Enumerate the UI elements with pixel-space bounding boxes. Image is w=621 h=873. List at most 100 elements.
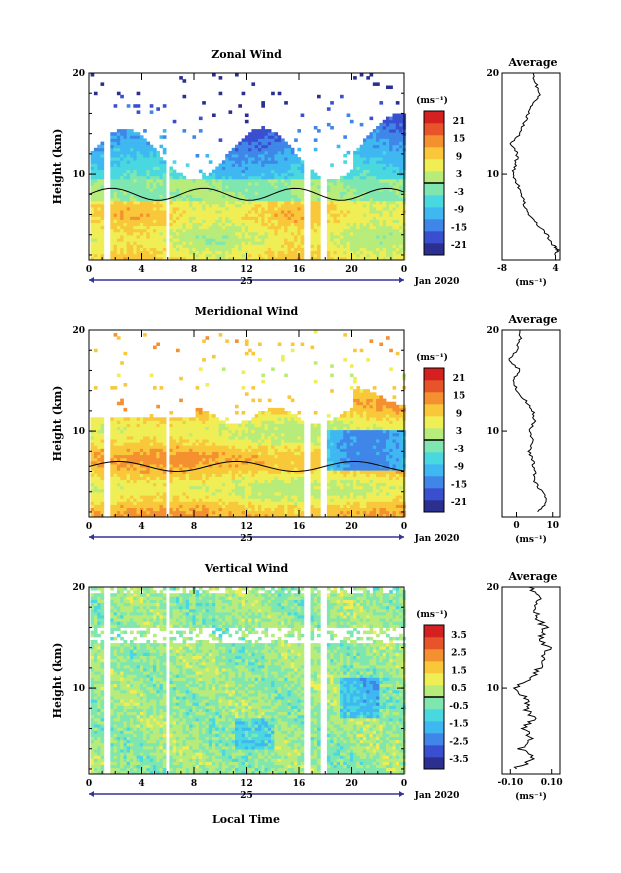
heatmap-cell — [176, 492, 180, 496]
heatmap-cell — [116, 492, 121, 496]
heatmap-cell — [113, 436, 118, 440]
heatmap-cell — [130, 442, 134, 446]
heatmap-cell — [310, 250, 315, 255]
heatmap-cell — [225, 485, 229, 490]
heatmap-cell — [228, 157, 233, 161]
heatmap-cell — [133, 429, 137, 434]
heatmap-cell — [300, 191, 305, 195]
heatmap-cell — [162, 482, 167, 487]
heatmap-cell — [264, 191, 269, 195]
heatmap-cell — [284, 225, 288, 230]
heatmap-cell — [123, 442, 128, 446]
heatmap-cell — [353, 191, 357, 195]
heatmap-cell — [100, 172, 105, 177]
heatmap-cell — [162, 423, 167, 428]
heatmap-cell — [100, 507, 105, 512]
heatmap-cell — [110, 231, 114, 236]
heatmap-cell — [126, 231, 131, 236]
heatmap-cell — [113, 247, 118, 252]
heatmap-cell — [195, 225, 200, 230]
heatmap-cell — [392, 169, 397, 174]
heatmap-cell — [176, 219, 180, 224]
heatmap-cell — [343, 250, 347, 255]
heatmap-cell — [392, 210, 397, 214]
heatmap-cell — [156, 219, 160, 224]
heatmap-cell — [356, 169, 361, 174]
heatmap-cell — [238, 150, 242, 155]
heatmap-cell — [110, 225, 114, 230]
heatmap-cell — [353, 203, 357, 208]
heatmap-cell — [336, 238, 341, 242]
heatmap-cell — [392, 116, 397, 121]
heatmap-cell — [90, 451, 95, 456]
heatmap-cell — [379, 253, 384, 258]
heatmap-cell — [369, 250, 374, 255]
heatmap-cell — [363, 216, 367, 220]
heatmap-cell — [343, 244, 347, 248]
heatmap-cell — [205, 501, 210, 505]
heatmap-cell — [123, 488, 128, 493]
heatmap-cell — [185, 256, 190, 261]
heatmap-cell — [369, 228, 374, 233]
heatmap-cell — [297, 182, 302, 186]
heatmap-cell — [372, 175, 377, 180]
heatmap-cell — [195, 417, 200, 421]
heatmap-cell — [97, 448, 101, 452]
heatmap-cell — [202, 476, 206, 481]
heatmap-cell — [153, 439, 157, 443]
heatmap-cell — [159, 144, 164, 149]
heatmap-cell — [386, 216, 390, 220]
heatmap-cell — [176, 479, 180, 484]
heatmap-cell — [143, 476, 147, 481]
heatmap-cell — [185, 216, 190, 220]
heatmap — [90, 330, 407, 518]
heatmap-cell — [399, 122, 403, 127]
heatmap-cell — [399, 222, 403, 227]
heatmap-cell — [208, 216, 213, 220]
heatmap-cell — [169, 222, 174, 227]
heatmap-cell — [153, 154, 157, 158]
heatmap-cell — [182, 203, 187, 208]
heatmap-cell — [189, 451, 193, 456]
heatmap-cell — [376, 210, 380, 214]
heatmap-cell — [254, 222, 259, 227]
heatmap-cell — [195, 200, 200, 205]
heatmap-cell — [225, 423, 229, 428]
heatmap-cell — [110, 216, 114, 220]
heatmap-cell — [228, 175, 233, 180]
heatmap-cell — [349, 210, 354, 214]
heatmap-cell — [290, 225, 295, 230]
heatmap-cell — [386, 129, 390, 133]
heatmap-cell — [389, 175, 393, 180]
heatmap-cell — [205, 225, 210, 230]
heatmap-cell — [139, 250, 144, 255]
heatmap-cell — [159, 448, 164, 452]
heatmap-cell — [195, 213, 200, 217]
heatmap-cell — [185, 426, 190, 431]
heatmap-cell — [238, 423, 242, 428]
heatmap-cell — [281, 256, 285, 261]
heatmap-cell — [248, 513, 252, 518]
heatmap-cell — [221, 448, 226, 452]
heatmap-cell — [284, 147, 288, 152]
heatmap-cell — [221, 488, 226, 493]
heatmap-cell — [93, 492, 98, 496]
heatmap-cell — [176, 235, 180, 239]
heatmap-cell — [162, 194, 167, 199]
heatmap-cell — [228, 216, 233, 220]
heatmap-cell — [366, 197, 370, 202]
heatmap-cell — [130, 235, 134, 239]
heatmap-cell — [264, 247, 269, 252]
heatmap-cell — [251, 222, 256, 227]
heatmap-cell — [369, 225, 374, 230]
heatmap-cell — [235, 228, 239, 233]
heatmap-cell — [172, 200, 177, 205]
heatmap-cell — [153, 219, 157, 224]
heatmap-cell — [215, 222, 219, 227]
heatmap-cell — [389, 203, 393, 208]
heatmap-cell — [100, 213, 105, 217]
heatmap-cell — [133, 182, 137, 186]
heatmap-cell — [267, 132, 272, 136]
heatmap-cell — [241, 169, 246, 174]
heatmap-cell — [284, 166, 288, 171]
